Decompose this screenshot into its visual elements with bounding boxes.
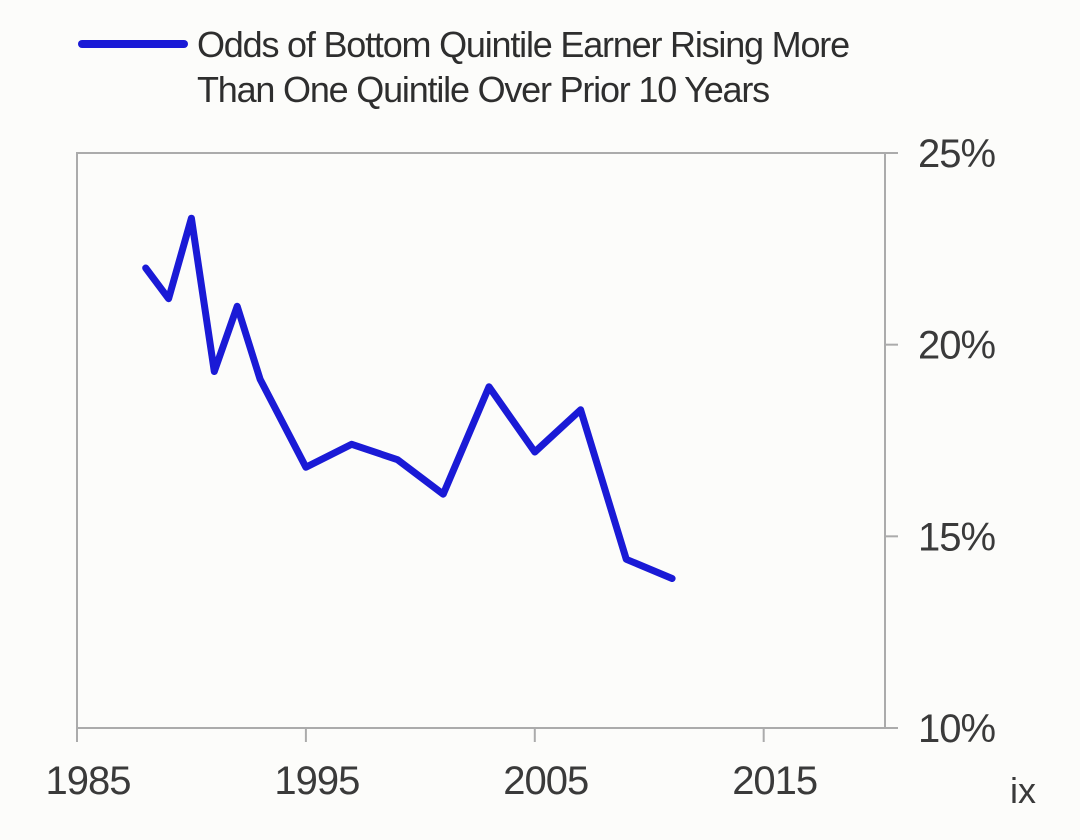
- y-axis-tick-label: 20%: [918, 324, 995, 368]
- x-axis-tick-label: 2005: [503, 759, 588, 803]
- x-axis-tick-label: 1985: [46, 759, 131, 803]
- y-axis-tick-label: 15%: [918, 515, 995, 559]
- chart-legend: Odds of Bottom Quintile Earner Rising Mo…: [78, 22, 850, 112]
- legend-line-swatch: [78, 40, 188, 48]
- legend-label-line2: Than One Quintile Over Prior 10 Years: [197, 69, 770, 110]
- legend-label-line1: Odds of Bottom Quintile Earner Rising Mo…: [197, 24, 850, 65]
- x-axis-tick-label: 1995: [274, 759, 359, 803]
- plot-border: [76, 152, 886, 729]
- data-line: [142, 214, 676, 582]
- y-axis-tick-label: 25%: [918, 132, 995, 176]
- legend-label: Odds of Bottom Quintile Earner Rising Mo…: [197, 22, 850, 112]
- page-number: ix: [1010, 770, 1036, 811]
- y-axis-tick-label: 10%: [918, 707, 995, 751]
- x-axis-tick-label: 2015: [732, 759, 817, 803]
